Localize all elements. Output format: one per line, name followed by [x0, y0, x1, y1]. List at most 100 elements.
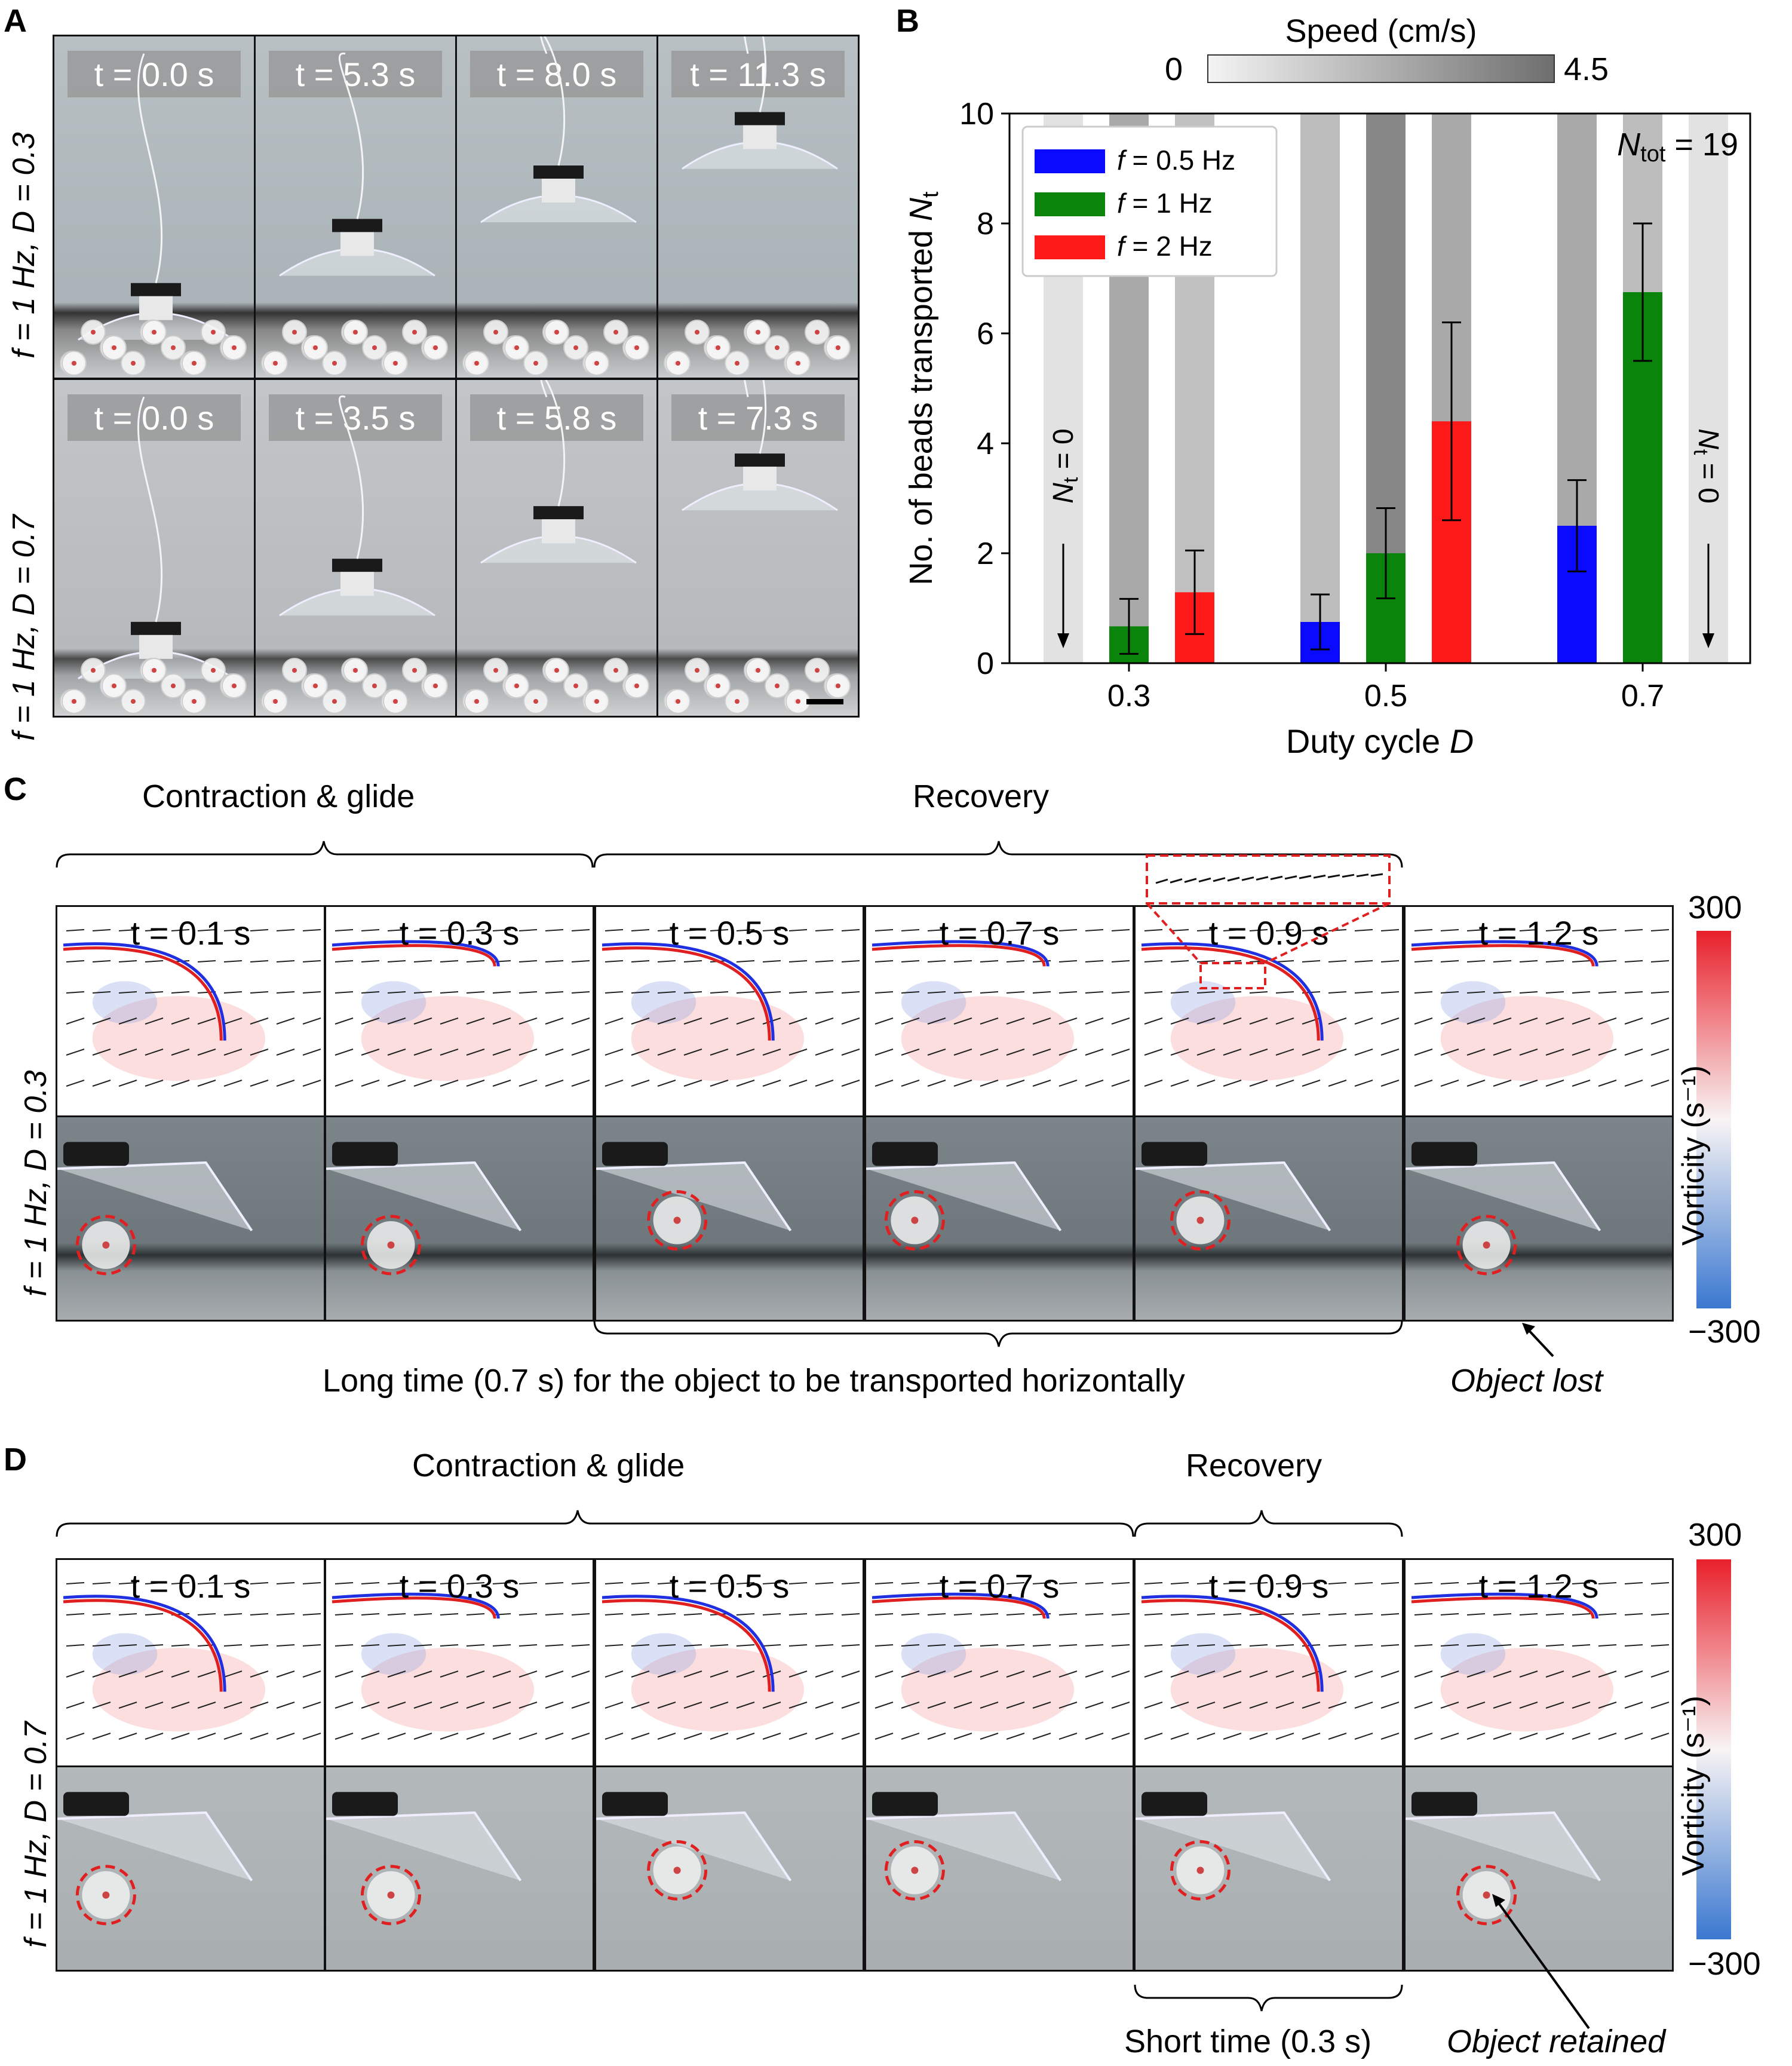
scale-bar — [806, 699, 843, 704]
d-photo-frame — [324, 1765, 594, 1972]
x-tick-label: 0.5 — [1364, 679, 1407, 713]
legend-swatch — [1035, 192, 1105, 216]
frame-time-label: t = 1.2 s — [1478, 914, 1599, 952]
retained-arrow — [1495, 1899, 1590, 2030]
c-vorticity-frame: t = 1.2 s — [1404, 905, 1674, 1117]
panel-d-brace-1 — [56, 1510, 1134, 1537]
x-tick-label: 0.7 — [1621, 679, 1664, 713]
panel-c-colorbar-min: −300 — [1688, 1314, 1761, 1350]
frame-time-label: t = 0.5 s — [669, 914, 790, 952]
panel-b-letter: B — [896, 3, 919, 39]
lost-arrow — [1525, 1326, 1554, 1357]
y-tick-label: 6 — [977, 317, 994, 351]
speed-colorbar-max: 4.5 — [1564, 51, 1609, 87]
panel-d-contraction-label: Contraction & glide — [412, 1448, 685, 1483]
c-vorticity-frame: t = 0.7 s — [864, 905, 1134, 1117]
panel-a-time-label: t = 11.3 s — [671, 51, 845, 97]
y-tick-label: 4 — [977, 427, 994, 461]
panel-d-vorticity-colorbar — [1696, 1559, 1731, 1939]
panel-a-letter: A — [4, 3, 27, 39]
panel-a-photo: t = 0.0 s — [53, 35, 256, 379]
frame-time-label: t = 0.7 s — [939, 1567, 1060, 1605]
panel-a-time-label: t = 3.5 s — [269, 394, 442, 441]
nt-zero-arrowhead — [1057, 633, 1069, 648]
panel-d-brace-2 — [1134, 1510, 1403, 1537]
bead-transport-chart: 0 2 4 6 8 10 0.3 0.5 0.7 Duty cycle D No. of beads… — [903, 13, 1751, 760]
panel-a-photo: t = 7.3 s — [656, 378, 860, 718]
panel-d-colorbar-max: 300 — [1688, 1517, 1742, 1553]
n-total-label: Ntot = 19 — [1617, 127, 1738, 167]
x-axis-label: Duty cycle D — [1286, 722, 1474, 760]
c-vorticity-frame: t = 0.5 s — [594, 905, 864, 1117]
c-photo-frame — [1134, 1115, 1404, 1322]
panel-a-photo: t = 11.3 s — [656, 35, 860, 379]
frame-time-label: t = 1.2 s — [1478, 1567, 1599, 1605]
d-vorticity-frame: t = 0.7 s — [864, 1558, 1134, 1767]
panel-c-brace-2 — [593, 841, 1403, 868]
panel-c-vorticity-colorbar — [1696, 931, 1731, 1308]
c-photo-frame — [594, 1115, 864, 1322]
speed-colorbar — [1207, 54, 1555, 83]
d-photo-frame — [56, 1765, 326, 1972]
panel-a-time-label: t = 5.3 s — [269, 51, 442, 97]
d-vorticity-frame: t = 0.5 s — [594, 1558, 864, 1767]
panel-a-photo: t = 8.0 s — [455, 35, 658, 379]
panel-c-letter: C — [4, 771, 27, 807]
legend-swatch — [1035, 235, 1105, 259]
d-vorticity-frame: t = 1.2 s — [1404, 1558, 1674, 1767]
panel-c-colorbar-title: Vorticity (s⁻¹) — [1676, 1065, 1711, 1246]
frame-time-label: t = 0.7 s — [939, 914, 1060, 952]
c-photo-frame — [324, 1115, 594, 1322]
panel-d-colorbar-min: −300 — [1688, 1946, 1761, 1982]
legend-label: f = 0.5 Hz — [1117, 145, 1235, 176]
panel-c-caption-lost: Object lost — [1450, 1363, 1603, 1399]
d-vorticity-frame: t = 0.1 s — [56, 1558, 326, 1767]
y-tick-label: 2 — [977, 537, 994, 571]
panel-d-colorbar-title: Vorticity (s⁻¹) — [1676, 1696, 1711, 1876]
speed-colorbar-min: 0 — [1165, 51, 1183, 87]
y-axis-label: No. of beads transported Nt — [903, 191, 943, 585]
x-tick-label: 0.3 — [1107, 679, 1150, 713]
panel-a-time-label: t = 0.0 s — [67, 51, 241, 97]
zoom-inset — [1146, 854, 1391, 989]
panel-d-letter: D — [4, 1442, 27, 1478]
legend-label: f = 1 Hz — [1117, 188, 1213, 219]
frame-time-label: t = 0.1 s — [130, 914, 251, 952]
speed-background-bar — [1300, 114, 1340, 663]
panel-c-brace-1 — [56, 841, 594, 868]
panel-a-time-label: t = 0.0 s — [67, 394, 241, 441]
frame-time-label: t = 0.3 s — [399, 1567, 520, 1605]
d-photo-frame — [1134, 1765, 1404, 1972]
d-vorticity-frame: t = 0.3 s — [324, 1558, 594, 1767]
d-photo-frame — [594, 1765, 864, 1972]
nt-zero-arrowhead — [1702, 633, 1714, 648]
panel-a-photo: t = 5.3 s — [254, 35, 457, 379]
speed-colorbar-title: Speed (cm/s) — [1285, 13, 1477, 49]
y-tick-label: 0 — [977, 646, 994, 681]
panel-c-colorbar-max: 300 — [1688, 890, 1742, 925]
frame-time-label: t = 0.3 s — [399, 914, 520, 952]
panel-c-brace-bottom — [593, 1320, 1403, 1347]
panel-d-recovery-label: Recovery — [1186, 1448, 1322, 1483]
legend-swatch — [1035, 149, 1105, 173]
y-tick-label: 10 — [959, 97, 994, 131]
d-vorticity-frame: t = 0.9 s — [1134, 1558, 1404, 1767]
panel-a-photo: t = 5.8 s — [455, 378, 658, 718]
c-photo-frame — [864, 1115, 1134, 1322]
panel-a-time-label: t = 7.3 s — [671, 394, 845, 441]
y-tick-label: 8 — [977, 207, 994, 241]
frame-time-label: t = 0.9 s — [1208, 1567, 1329, 1605]
c-vorticity-frame: t = 0.3 s — [324, 905, 594, 1117]
panel-c-caption-long: Long time (0.7 s) for the object to be t… — [323, 1363, 1185, 1399]
nt-zero-label: Nt = 0 — [1689, 428, 1724, 504]
c-photo-frame — [1404, 1115, 1674, 1322]
frame-time-label: t = 0.5 s — [669, 1567, 790, 1605]
frame-time-label: t = 0.9 s — [1208, 914, 1329, 952]
frame-time-label: t = 0.1 s — [130, 1567, 251, 1605]
panel-a-photo: t = 3.5 s — [254, 378, 457, 718]
legend-label: f = 2 Hz — [1117, 231, 1213, 262]
panel-d-brace-bottom — [1134, 1984, 1403, 2012]
panel-d-caption-short: Short time (0.3 s) — [1124, 2024, 1372, 2059]
panel-a-photo: t = 0.0 s — [53, 378, 256, 718]
